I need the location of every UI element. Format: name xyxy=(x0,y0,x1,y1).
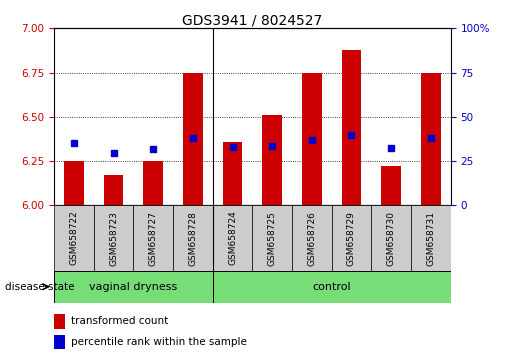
Bar xyxy=(381,166,401,205)
Bar xyxy=(213,205,252,271)
Text: disease state: disease state xyxy=(5,282,75,292)
Bar xyxy=(302,73,322,205)
Text: GSM658726: GSM658726 xyxy=(307,211,316,266)
Bar xyxy=(213,271,451,303)
Bar xyxy=(332,205,371,271)
Text: GSM658731: GSM658731 xyxy=(426,211,435,266)
Bar xyxy=(54,271,213,303)
Title: GDS3941 / 8024527: GDS3941 / 8024527 xyxy=(182,13,322,27)
Text: GSM658724: GSM658724 xyxy=(228,211,237,266)
Bar xyxy=(54,205,94,271)
Text: transformed count: transformed count xyxy=(71,316,168,326)
Text: GSM658729: GSM658729 xyxy=(347,211,356,266)
Text: GSM658725: GSM658725 xyxy=(268,211,277,266)
Bar xyxy=(94,205,133,271)
Bar xyxy=(252,205,292,271)
Bar xyxy=(54,314,65,329)
Bar xyxy=(54,335,65,349)
Text: GSM658722: GSM658722 xyxy=(70,211,78,266)
Bar xyxy=(104,175,124,205)
Bar xyxy=(133,205,173,271)
Text: control: control xyxy=(312,282,351,292)
Bar xyxy=(173,205,213,271)
Bar xyxy=(183,73,203,205)
Text: GSM658728: GSM658728 xyxy=(188,211,197,266)
Text: vaginal dryness: vaginal dryness xyxy=(89,282,178,292)
Bar xyxy=(64,161,84,205)
Text: GSM658727: GSM658727 xyxy=(149,211,158,266)
Bar xyxy=(371,205,411,271)
Bar xyxy=(341,50,362,205)
Bar xyxy=(421,73,441,205)
Text: percentile rank within the sample: percentile rank within the sample xyxy=(71,337,247,347)
Bar xyxy=(262,115,282,205)
Bar xyxy=(222,142,243,205)
Text: GSM658723: GSM658723 xyxy=(109,211,118,266)
Bar xyxy=(143,161,163,205)
Bar xyxy=(411,205,451,271)
Text: GSM658730: GSM658730 xyxy=(387,211,396,266)
Bar xyxy=(292,205,332,271)
